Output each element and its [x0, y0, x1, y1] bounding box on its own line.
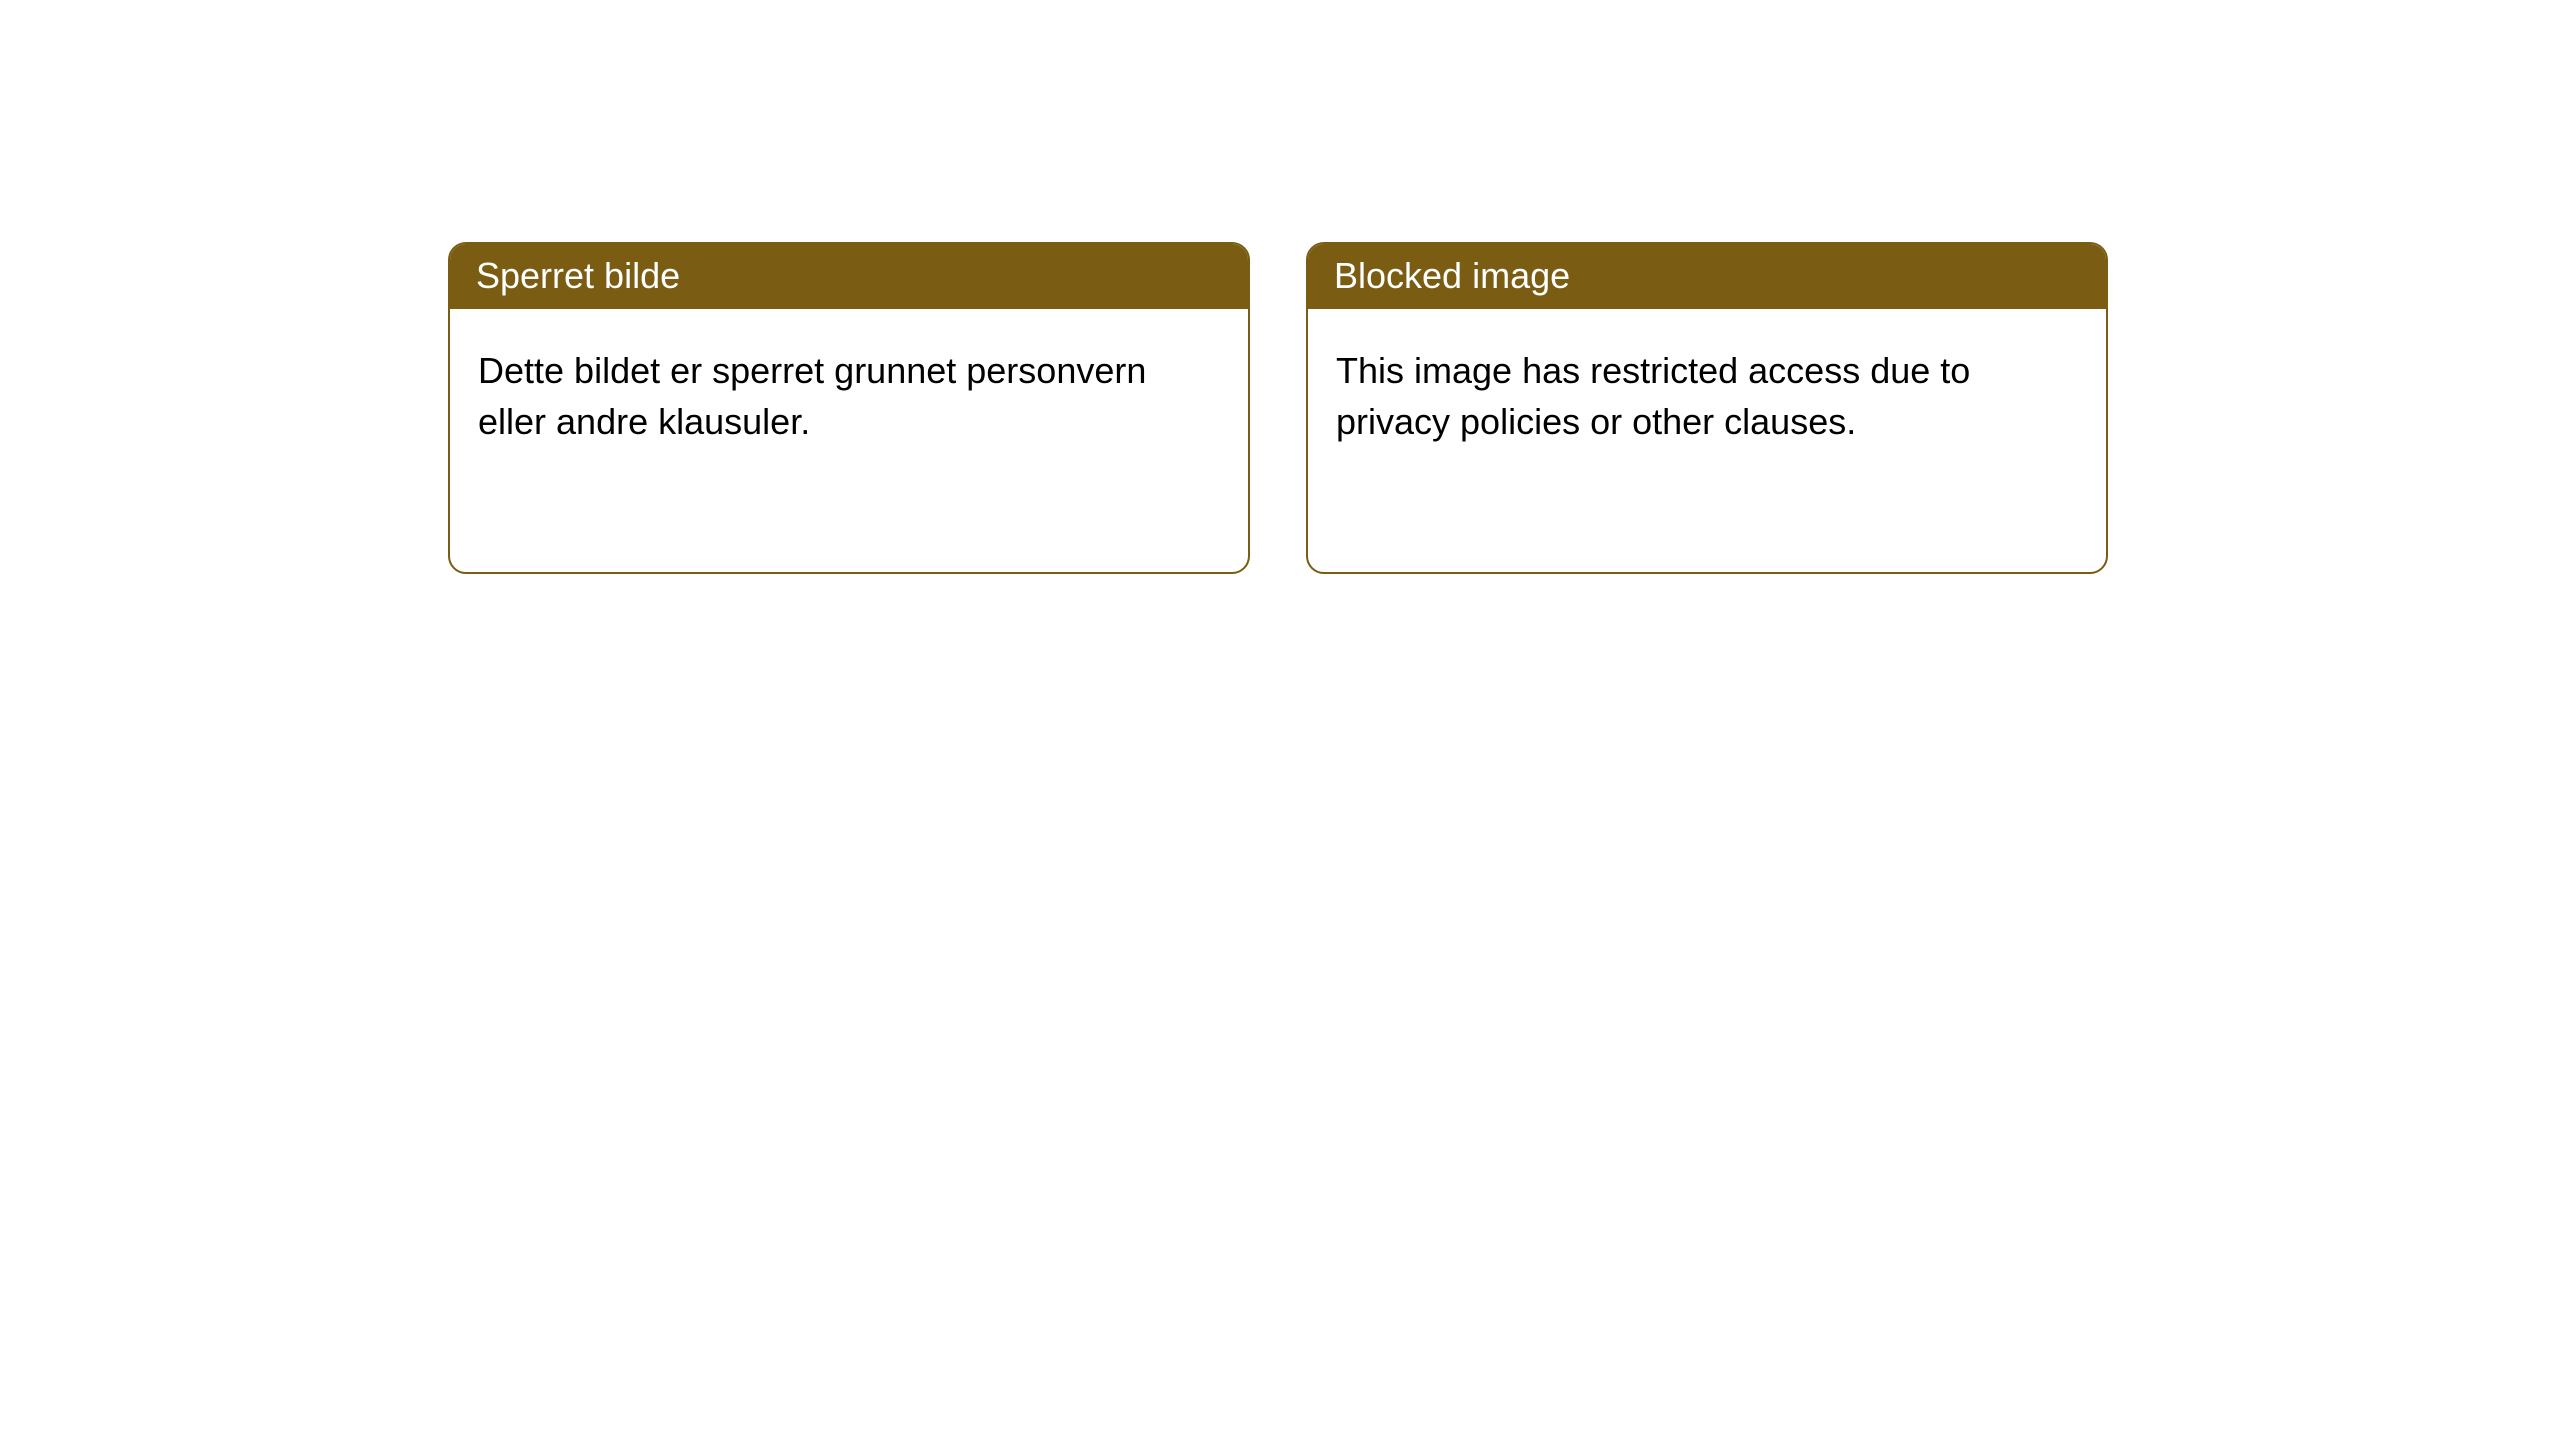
card-body: This image has restricted access due to … [1308, 309, 2106, 483]
blocked-image-card-norwegian: Sperret bilde Dette bildet er sperret gr… [448, 242, 1250, 574]
card-title: Blocked image [1334, 255, 1570, 296]
card-title: Sperret bilde [476, 255, 680, 296]
blocked-image-notices: Sperret bilde Dette bildet er sperret gr… [0, 0, 2560, 574]
card-header: Blocked image [1308, 244, 2106, 309]
card-body: Dette bildet er sperret grunnet personve… [450, 309, 1248, 483]
card-body-text: Dette bildet er sperret grunnet personve… [478, 350, 1146, 442]
blocked-image-card-english: Blocked image This image has restricted … [1306, 242, 2108, 574]
card-body-text: This image has restricted access due to … [1336, 350, 1970, 442]
card-header: Sperret bilde [450, 244, 1248, 309]
